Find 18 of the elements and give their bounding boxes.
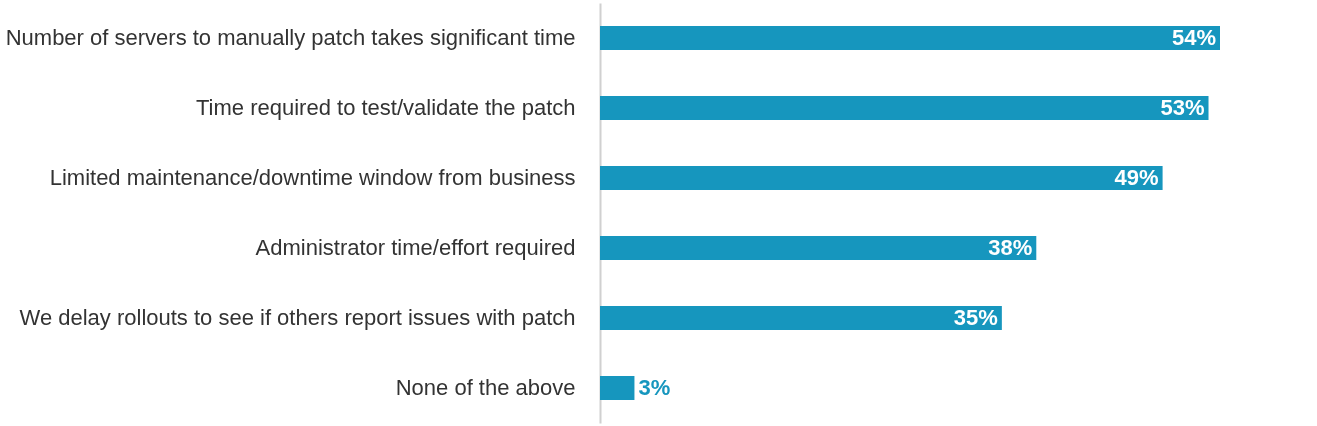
bar	[600, 96, 1209, 120]
y-tick-label: Time required to test/validate the patch	[196, 95, 576, 120]
y-tick-label: Administrator time/effort required	[255, 235, 576, 260]
bar	[600, 236, 1037, 260]
bar	[600, 306, 1002, 330]
data-label: 53%	[1160, 95, 1205, 120]
y-tick-label: We delay rollouts to see if others report issues with patch	[19, 305, 576, 330]
y-tick-label: Limited maintenance/downtime window from business	[49, 165, 576, 190]
data-label: 3%	[638, 375, 671, 400]
y-tick-label: Number of servers to manually patch takes significant time	[5, 25, 576, 50]
data-label: 49%	[1114, 165, 1159, 190]
data-label: 54%	[1171, 25, 1216, 50]
bar	[600, 26, 1220, 50]
y-tick-label: None of the above	[395, 375, 576, 400]
bar	[600, 166, 1163, 190]
data-label: 38%	[988, 235, 1033, 260]
data-label: 35%	[953, 305, 998, 330]
bar	[600, 376, 635, 400]
